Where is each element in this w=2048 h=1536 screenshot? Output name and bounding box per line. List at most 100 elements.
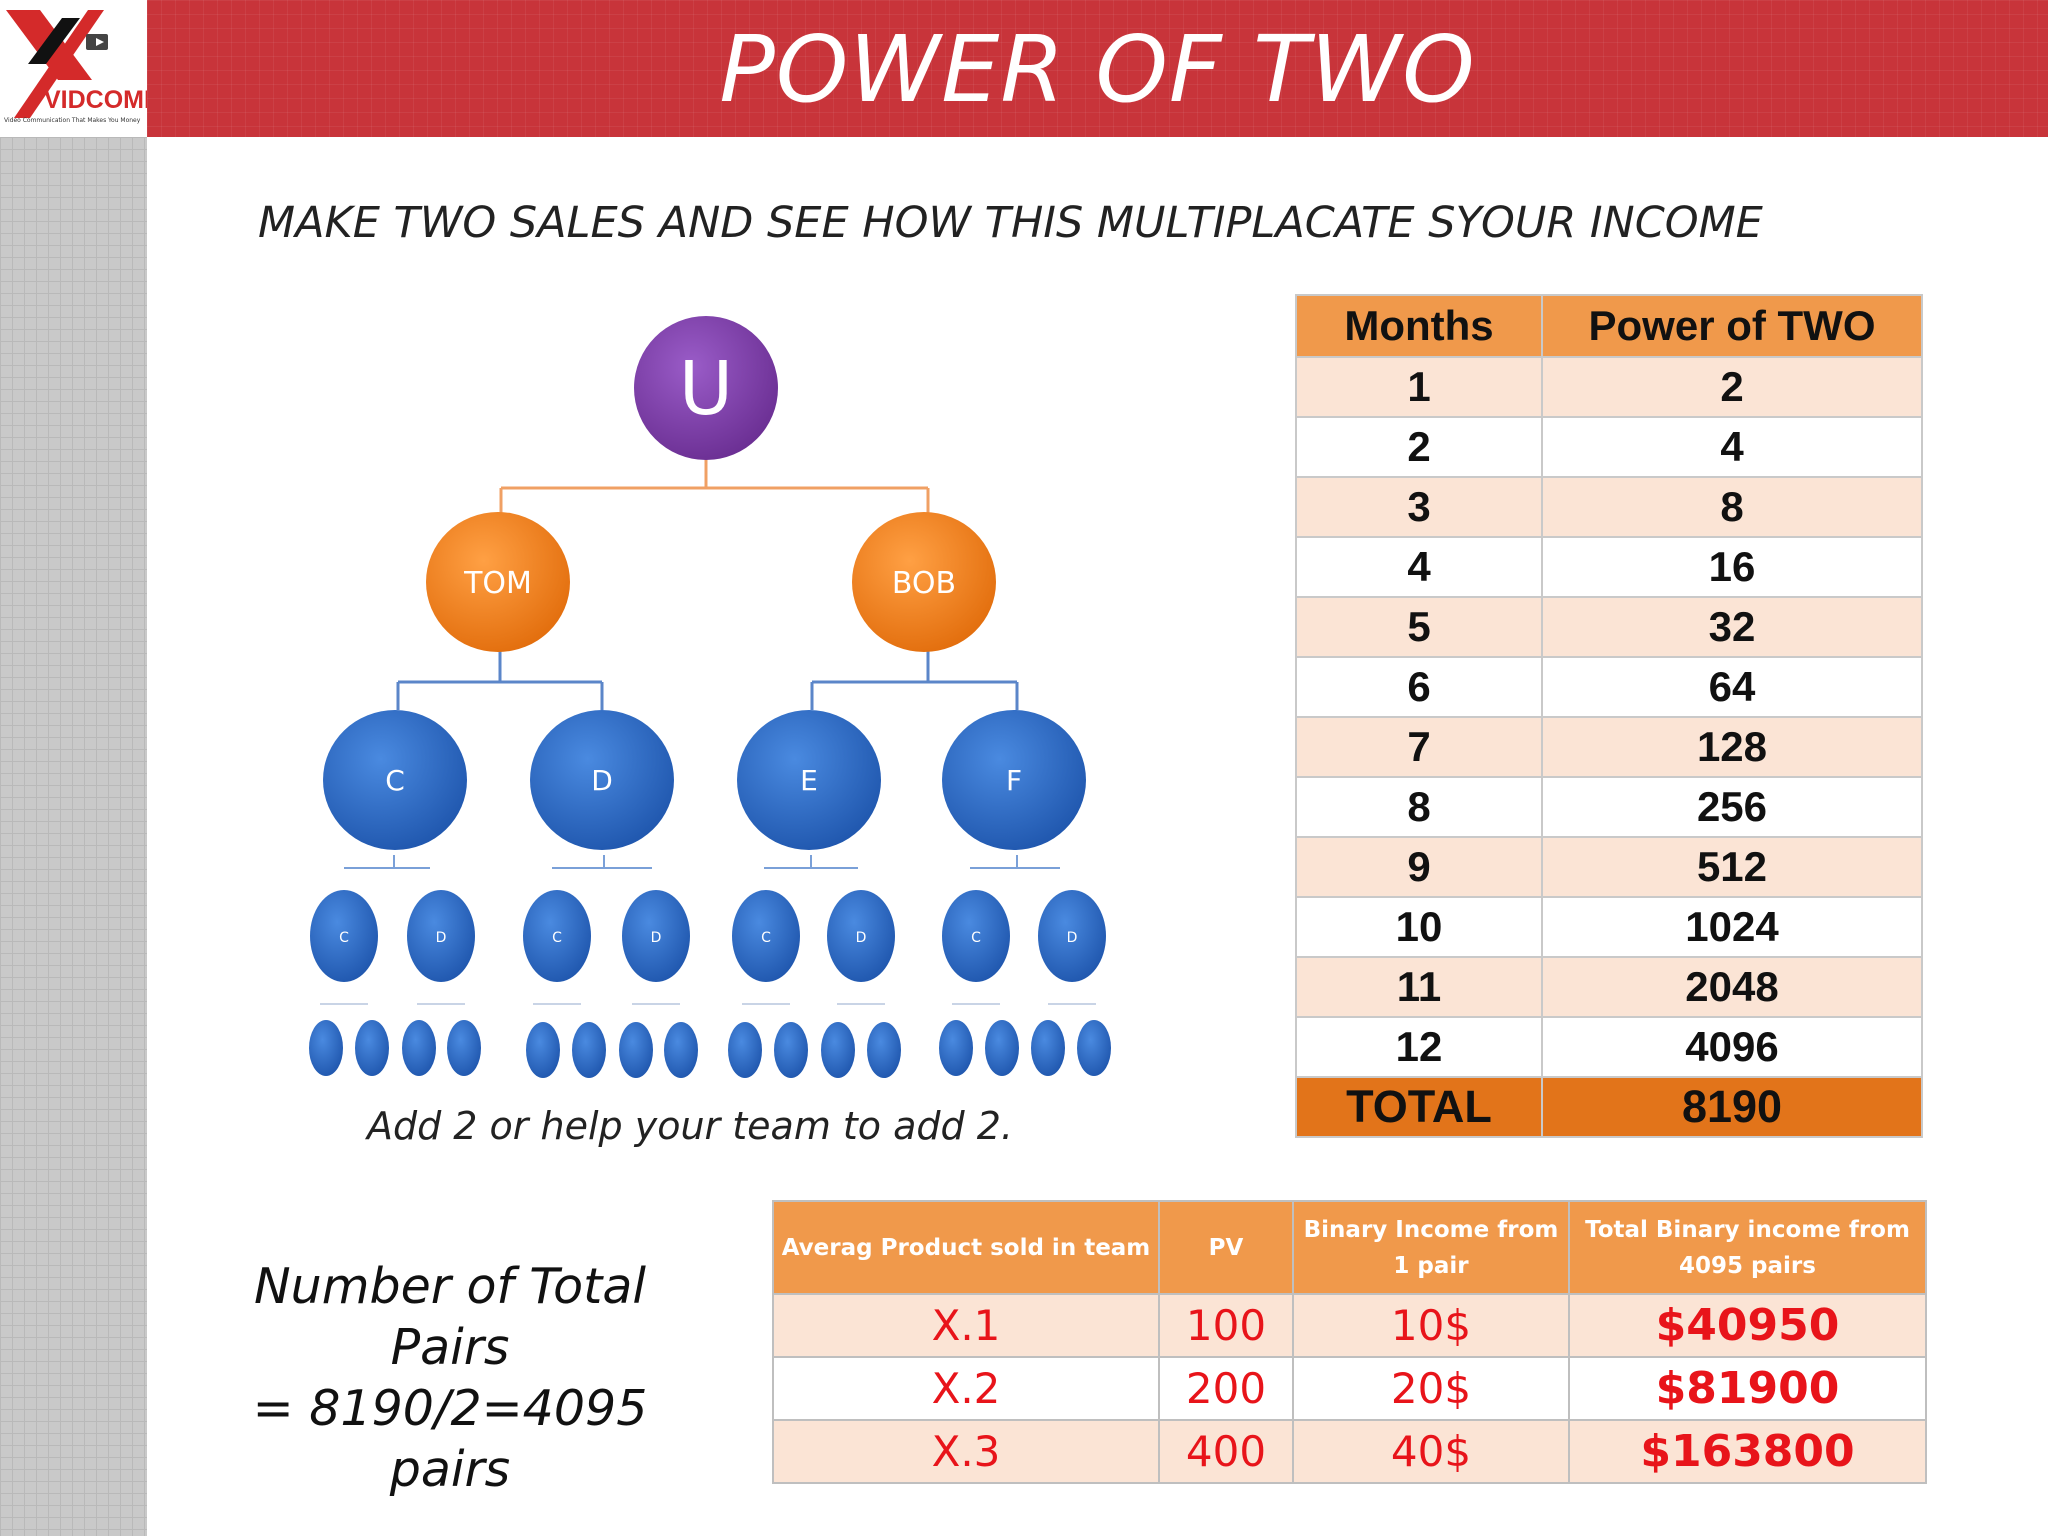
tree-node-c: C	[323, 710, 467, 850]
month-cell: 8	[1295, 776, 1543, 838]
avg-product-cell: X.3	[772, 1419, 1160, 1484]
month-cell: 3	[1295, 476, 1543, 538]
tree-node-root: U	[634, 316, 778, 460]
power-value-cell: 1024	[1541, 896, 1923, 958]
table-total-row: TOTAL 8190	[1295, 1076, 1923, 1138]
month-cell: 4	[1295, 536, 1543, 598]
month-cell: 10	[1295, 896, 1543, 958]
table-header-row: Months Power of TWO	[1295, 294, 1923, 358]
month-cell: 7	[1295, 716, 1543, 778]
total-income-cell: $163800	[1568, 1419, 1927, 1484]
tree-node-l3-5: C	[732, 890, 800, 982]
header-bar	[147, 0, 2048, 137]
tree-level4-nodes	[309, 1020, 1111, 1078]
logo: VIDCOMM Video Communication That Makes Y…	[0, 0, 165, 137]
binary-income-cell: 20$	[1292, 1356, 1570, 1421]
power-value-cell: 256	[1541, 776, 1923, 838]
table-header-row: Averag Product sold in team PV Binary In…	[772, 1200, 1927, 1295]
table-row: 6 64	[1295, 656, 1923, 718]
tree-node-l3-3: C	[523, 890, 591, 982]
tree-node-f: F	[942, 710, 1086, 850]
avg-product-cell: X.1	[772, 1293, 1160, 1358]
tree-node-l3-7: C	[942, 890, 1010, 982]
month-cell: 1	[1295, 356, 1543, 418]
power-value-cell: 2048	[1541, 956, 1923, 1018]
table-row: 9 512	[1295, 836, 1923, 898]
power-value-cell: 32	[1541, 596, 1923, 658]
total-pairs-note: Number of Total Pairs = 8190/2=4095 pair…	[200, 1256, 700, 1500]
logo-tagline-text: Video Communication That Makes You Money	[4, 117, 141, 124]
month-cell: 9	[1295, 836, 1543, 898]
power-value-cell: 2	[1541, 356, 1923, 418]
tree-node-l3-8: D	[1038, 890, 1106, 982]
connector-lines-level1	[499, 450, 930, 518]
total-income-cell: $81900	[1568, 1356, 1927, 1421]
tree-node-e: E	[737, 710, 881, 850]
svg-text:D: D	[1067, 930, 1078, 946]
page-subtitle: MAKE TWO SALES AND SEE HOW THIS MULTIPLA…	[258, 198, 1763, 248]
connector-lines-level2	[396, 650, 1019, 710]
total-pairs-line2: Pairs	[390, 1319, 510, 1376]
binary-income-cell: 40$	[1292, 1419, 1570, 1484]
tree-node-f-label: F	[1006, 764, 1022, 797]
table-row: 7 128	[1295, 716, 1923, 778]
total-value-cell: 8190	[1541, 1076, 1923, 1138]
pv-cell: 100	[1158, 1293, 1294, 1358]
sidebar-pattern	[0, 137, 147, 1536]
binary-income-table: Averag Product sold in team PV Binary In…	[772, 1200, 1927, 1484]
tree-node-tom: TOM	[426, 512, 570, 652]
column-header-months: Months	[1295, 294, 1543, 358]
tree-node-root-label: U	[679, 346, 733, 432]
total-label-cell: TOTAL	[1295, 1076, 1543, 1138]
svg-text:C: C	[761, 930, 771, 946]
pv-cell: 400	[1158, 1419, 1294, 1484]
table-row: X.2 200 20$ $81900	[772, 1356, 1927, 1421]
power-value-cell: 8	[1541, 476, 1923, 538]
month-cell: 5	[1295, 596, 1543, 658]
pv-cell: 200	[1158, 1356, 1294, 1421]
column-header-avg-product: Averag Product sold in team	[772, 1200, 1160, 1295]
month-cell: 2	[1295, 416, 1543, 478]
tree-node-l3-1: C	[310, 890, 378, 982]
power-value-cell: 512	[1541, 836, 1923, 898]
power-value-cell: 64	[1541, 656, 1923, 718]
table-row: 5 32	[1295, 596, 1923, 658]
tree-node-tom-label: TOM	[463, 566, 532, 601]
power-value-cell: 16	[1541, 536, 1923, 598]
tree-node-d: D	[530, 710, 674, 850]
power-value-cell: 4	[1541, 416, 1923, 478]
table-row: 11 2048	[1295, 956, 1923, 1018]
month-cell: 11	[1295, 956, 1543, 1018]
tree-node-d-label: D	[591, 764, 613, 797]
column-header-pv: PV	[1158, 1200, 1294, 1295]
tree-node-c-label: C	[385, 764, 405, 797]
column-header-total-income: Total Binary income from 4095 pairs	[1568, 1200, 1927, 1295]
table-row: 8 256	[1295, 776, 1923, 838]
svg-text:D: D	[856, 930, 867, 946]
table-row: X.3 400 40$ $163800	[772, 1419, 1927, 1484]
tree-node-bob-label: BOB	[892, 566, 956, 601]
page-title: POWER OF TWO	[719, 16, 1476, 123]
total-income-cell: $40950	[1568, 1293, 1927, 1358]
tree-caption: Add 2 or help your team to add 2.	[366, 1104, 1014, 1148]
tree-node-l3-4: D	[622, 890, 690, 982]
column-header-binary-income: Binary Income from 1 pair	[1292, 1200, 1570, 1295]
tree-node-bob: BOB	[852, 512, 996, 652]
tree-node-l3-6: D	[827, 890, 895, 982]
power-of-two-table: Months Power of TWO 1 2 2 4 3 8 4 16 5 32 6 64 7 128 8…	[1295, 294, 1923, 1138]
month-cell: 6	[1295, 656, 1543, 718]
tree-node-e-label: E	[800, 764, 818, 797]
svg-text:C: C	[971, 930, 981, 946]
svg-text:C: C	[552, 930, 562, 946]
logo-brand-text: VIDCOMM	[44, 86, 147, 114]
svg-text:D: D	[651, 930, 662, 946]
table-row: 4 16	[1295, 536, 1923, 598]
binary-income-cell: 10$	[1292, 1293, 1570, 1358]
power-value-cell: 128	[1541, 716, 1923, 778]
total-pairs-line1: Number of Total	[254, 1258, 646, 1315]
total-pairs-line3: = 8190/2=4095 pairs	[252, 1380, 648, 1498]
table-row: 10 1024	[1295, 896, 1923, 958]
